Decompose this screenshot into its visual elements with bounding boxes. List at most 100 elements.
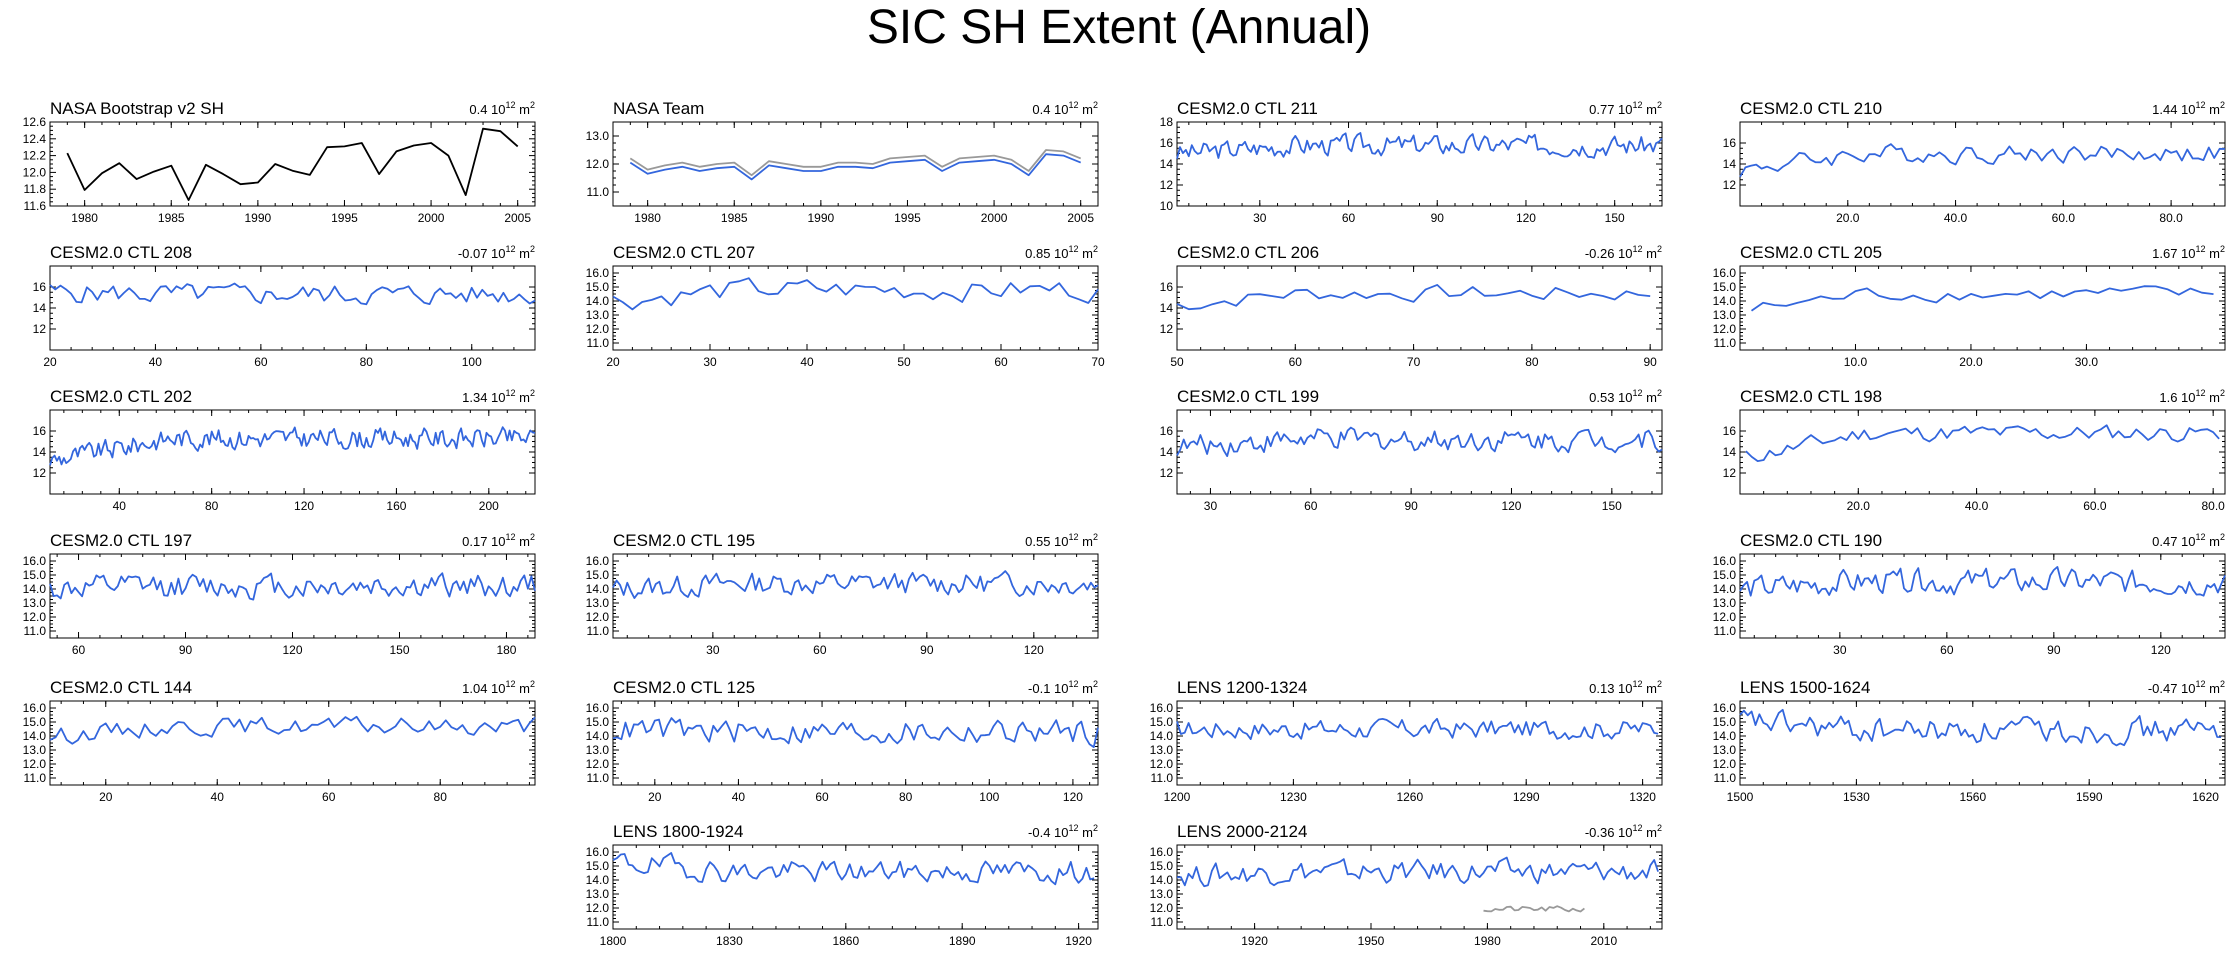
x-tick-label: 1990	[245, 211, 272, 225]
x-tick-label: 1995	[894, 211, 921, 225]
series-line	[1176, 856, 1659, 888]
trend-label: -0.1 1012 m2	[1028, 679, 1098, 696]
x-tick-label: 30	[1253, 211, 1267, 225]
x-tick-label: 2005	[1067, 211, 1094, 225]
y-tick-label: 12	[1723, 466, 1737, 480]
x-tick-label: 1800	[600, 934, 627, 948]
y-tick-label: 15.0	[586, 859, 610, 873]
x-tick-label: 1260	[1396, 790, 1423, 804]
x-tick-label: 60	[1304, 499, 1318, 513]
y-tick-label: 14.0	[23, 729, 47, 743]
x-tick-label: 60	[813, 643, 827, 657]
y-tick-label: 12.0	[23, 757, 47, 771]
x-tick-label: 80	[205, 499, 219, 513]
panel-title: CESM2.0 CTL 197	[50, 531, 192, 550]
series-line	[49, 426, 536, 466]
plot-frame	[1176, 700, 1663, 786]
series-line	[1176, 283, 1651, 311]
x-tick-label: 20.0	[1847, 499, 1871, 513]
x-tick-label: 20.0	[1836, 211, 1860, 225]
panel-p17: LENS 1200-1324 0.13 1012 m2 11.012.013.014…	[1150, 678, 1663, 804]
trend-label: -0.36 1012 m2	[1585, 823, 1662, 840]
y-tick-label: 13.0	[1713, 308, 1737, 322]
panel-title: CESM2.0 CTL 205	[1740, 243, 1882, 262]
panel-p16: CESM2.0 CTL 125 -0.1 1012 m211.012.013.01…	[586, 678, 1099, 804]
y-tick-label: 12.0	[586, 322, 610, 336]
x-tick-label: 80	[899, 790, 913, 804]
trend-label: 1.04 1012 m2	[462, 679, 535, 696]
panel-title: LENS 2000-2124	[1177, 822, 1307, 841]
plot-frame	[49, 409, 536, 495]
y-tick-label: 13.0	[23, 596, 47, 610]
y-tick-label: 12	[1160, 178, 1174, 192]
y-tick-label: 14	[1160, 445, 1174, 459]
y-tick-label: 12	[1723, 178, 1737, 192]
plot-frame	[1739, 121, 2226, 207]
x-tick-label: 90	[2047, 643, 2061, 657]
y-tick-label: 16	[33, 424, 47, 438]
x-tick-label: 1500	[1727, 790, 1754, 804]
trend-label: -0.47 1012 m2	[2148, 679, 2225, 696]
plot-frame	[1739, 553, 2226, 639]
x-tick-label: 30	[703, 355, 717, 369]
x-tick-label: 120	[1024, 643, 1044, 657]
y-tick-label: 16.0	[23, 701, 47, 715]
x-tick-label: 1980	[1474, 934, 1501, 948]
panel-title: CESM2.0 CTL 198	[1740, 387, 1882, 406]
x-tick-label: 60	[815, 790, 829, 804]
x-tick-label: 200	[479, 499, 499, 513]
y-tick-label: 15.0	[586, 568, 610, 582]
series-line	[1739, 143, 2226, 178]
y-tick-label: 12.0	[1150, 757, 1174, 771]
panel-title: CESM2.0 CTL 125	[613, 678, 755, 697]
y-tick-label: 12	[33, 322, 47, 336]
panel-title: CESM2.0 CTL 206	[1177, 243, 1319, 262]
figure-title: SIC SH Extent (Annual)	[866, 1, 1372, 54]
panel-p15: CESM2.0 CTL 144 1.04 1012 m211.012.013.01…	[23, 678, 536, 804]
x-tick-label: 40	[800, 355, 814, 369]
plot-frame	[49, 265, 536, 351]
y-tick-label: 16.0	[1713, 266, 1737, 280]
y-tick-label: 11.0	[1151, 915, 1174, 929]
trend-label: 0.4 1012 m2	[469, 100, 535, 117]
x-tick-label: 20	[648, 790, 662, 804]
y-tick-label: 15.0	[23, 568, 47, 582]
x-tick-label: 1590	[2076, 790, 2103, 804]
panel-p03: CESM2.0 CTL 211 0.77 1012 m2 10 12 14 16 18 30 6…	[1160, 99, 1663, 225]
y-tick-label: 15.0	[1713, 280, 1737, 294]
x-tick-label: 80	[360, 355, 374, 369]
x-tick-label: 1200	[1164, 790, 1191, 804]
trend-label: -0.07 1012 m2	[458, 244, 535, 261]
y-tick-label: 14	[1723, 445, 1737, 459]
y-tick-label: 12.4	[23, 132, 47, 146]
y-tick-label: 12.0	[586, 757, 610, 771]
x-tick-label: 1830	[716, 934, 743, 948]
x-tick-label: 40.0	[1965, 499, 1989, 513]
panel-title: LENS 1200-1324	[1177, 678, 1307, 697]
plot-frame	[1739, 700, 2226, 786]
x-tick-label: 20	[99, 790, 113, 804]
panel-p14: CESM2.0 CTL 190 0.47 1012 m211.012.013.01…	[1713, 531, 2226, 657]
x-tick-label: 120	[1063, 790, 1083, 804]
panel-title: CESM2.0 CTL 210	[1740, 99, 1882, 118]
x-tick-label: 1985	[721, 211, 748, 225]
panel-p06: CESM2.0 CTL 207 0.85 1012 m211.012.013.01…	[586, 243, 1105, 369]
x-tick-label: 30.0	[2075, 355, 2099, 369]
y-tick-label: 13.0	[586, 887, 610, 901]
panel-p07: CESM2.0 CTL 206 -0.26 1012 m2 12 14 16 50 60 70…	[1160, 243, 1663, 369]
panel-title: CESM2.0 CTL 202	[50, 387, 192, 406]
y-tick-label: 14.0	[23, 582, 47, 596]
panel-title: CESM2.0 CTL 144	[50, 678, 192, 697]
trend-label: 0.85 1012 m2	[1025, 244, 1098, 261]
x-tick-label: 50	[897, 355, 911, 369]
plot-frame	[49, 700, 536, 786]
y-tick-label: 16	[1723, 424, 1737, 438]
y-tick-label: 14.0	[1150, 873, 1174, 887]
plot-frame	[1176, 409, 1663, 495]
panel-title: CESM2.0 CTL 211	[1177, 99, 1318, 118]
trend-label: 0.53 1012 m2	[1589, 388, 1662, 405]
x-tick-label: 100	[462, 355, 482, 369]
x-tick-label: 1890	[949, 934, 976, 948]
plot-frame	[1176, 121, 1663, 207]
y-tick-label: 12.0	[1150, 901, 1174, 915]
